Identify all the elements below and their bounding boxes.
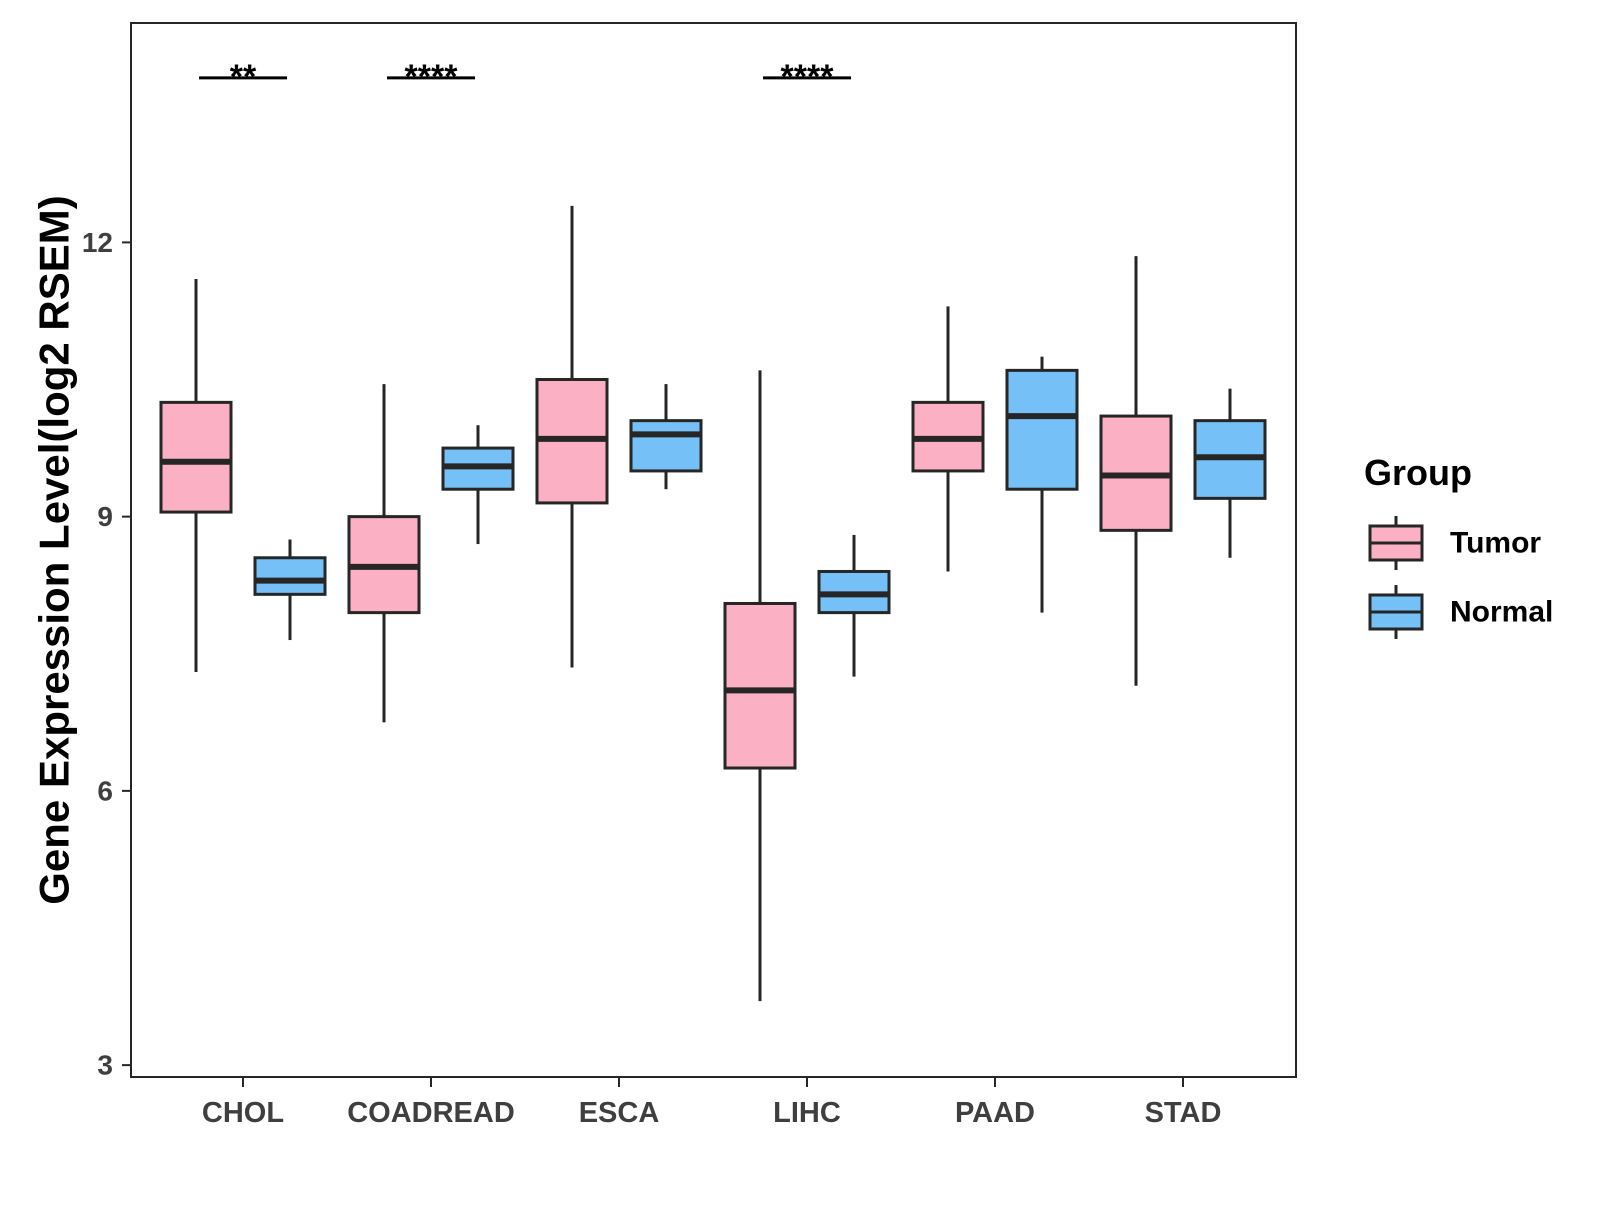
box-body [159, 400, 233, 514]
x-tick-label: CHOL [202, 1097, 284, 1129]
box-tumor-stad [1099, 256, 1173, 686]
box-body [1005, 368, 1079, 491]
box-body [723, 601, 797, 770]
box-tumor-chol [159, 278, 233, 673]
y-tick-label: 3 [97, 1050, 113, 1081]
x-tick-label: LIHC [773, 1097, 841, 1129]
x-axis: CHOL COADREAD ESCA LIHC PAAD STAD [202, 1077, 1221, 1129]
box-body [629, 419, 703, 473]
y-tick-label: 9 [97, 501, 113, 532]
box-series [159, 205, 1267, 1002]
box-tumor-lihc [723, 370, 797, 1002]
box-normal-chol [253, 539, 327, 641]
box-tumor-paad [911, 306, 985, 572]
y-axis-title: Gene Expression Level(log2 RSEM) [31, 195, 78, 905]
legend-key-tumor [1368, 516, 1424, 570]
x-tick-label: STAD [1145, 1097, 1222, 1129]
box-normal-paad [1005, 356, 1079, 613]
box-tumor-coadread [347, 384, 421, 723]
significance-label: **** [405, 58, 459, 96]
box-body [253, 556, 327, 596]
x-tick-label: PAAD [955, 1097, 1035, 1129]
y-axis: 3 6 9 12 [82, 227, 131, 1081]
legend: Group Tumor Normal [1364, 452, 1553, 639]
legend-label-normal: Normal [1450, 596, 1553, 629]
legend-title: Group [1364, 452, 1472, 493]
significance-annotations: ** **** **** [199, 58, 851, 96]
significance-label: **** [781, 58, 835, 96]
y-tick-label: 6 [97, 775, 113, 806]
legend-key-normal [1368, 585, 1424, 639]
plot-panel [130, 22, 1297, 1078]
y-tick-label: 12 [82, 227, 113, 258]
x-tick-label: COADREAD [347, 1097, 515, 1129]
box-tumor-esca [535, 205, 609, 668]
box-normal-esca [629, 384, 703, 490]
x-tick-label: ESCA [579, 1097, 660, 1129]
box-normal-stad [1193, 388, 1267, 558]
legend-label-tumor: Tumor [1450, 527, 1541, 560]
box-normal-coadread [441, 425, 515, 545]
significance-label: ** [230, 58, 257, 96]
box-normal-lihc [817, 534, 891, 677]
